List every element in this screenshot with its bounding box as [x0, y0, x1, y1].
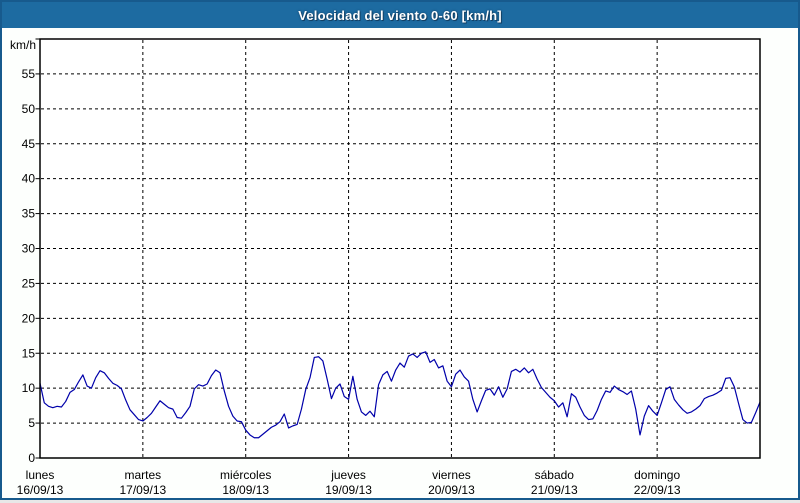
y-axis-label: 15 [22, 346, 36, 360]
plot-area [40, 39, 760, 458]
y-axis-label: 25 [22, 276, 36, 290]
x-axis-day-label: domingo [634, 468, 680, 482]
x-axis-date-label: 21/09/13 [531, 483, 578, 497]
y-axis-label: 35 [22, 207, 36, 221]
x-axis-date-label: 16/09/13 [17, 483, 64, 497]
y-axis-label: 40 [22, 172, 36, 186]
x-axis-day-label: miércoles [220, 468, 271, 482]
x-axis-date-label: 18/09/13 [222, 483, 269, 497]
y-axis-label: 5 [28, 416, 35, 430]
x-axis-day-label: lunes [26, 468, 55, 482]
x-axis-date-label: 20/09/13 [428, 483, 475, 497]
x-axis-date-label: 19/09/13 [325, 483, 372, 497]
title-bar: Velocidad del viento 0-60 [km/h] [2, 2, 798, 28]
y-axis-label: 30 [22, 242, 36, 256]
y-axis-label: 50 [22, 102, 36, 116]
x-axis-day-label: sábado [535, 468, 575, 482]
x-axis-day-label: martes [125, 468, 162, 482]
x-axis-day-label: jueves [330, 468, 366, 482]
wind-speed-line [39, 351, 761, 439]
y-axis-label: 20 [22, 311, 36, 325]
y-axis-label: 10 [22, 381, 36, 395]
y-axis-label: 55 [22, 67, 36, 81]
chart-content: 0 5 10 15 20 25 30 35 40 45 50 55 lunes 16/09/13 marte… [2, 28, 798, 498]
chart-title: Velocidad del viento 0-60 [km/h] [298, 7, 502, 23]
y-axis-label: 45 [22, 137, 36, 151]
x-axis-date-label: 22/09/13 [634, 483, 681, 497]
y-axis-unit-label: km/h [10, 38, 36, 52]
plot-border [39, 38, 761, 459]
x-axis-day-label: viernes [432, 468, 471, 482]
x-axis-date-label: 17/09/13 [119, 483, 166, 497]
y-axis-label: 0 [28, 451, 35, 465]
